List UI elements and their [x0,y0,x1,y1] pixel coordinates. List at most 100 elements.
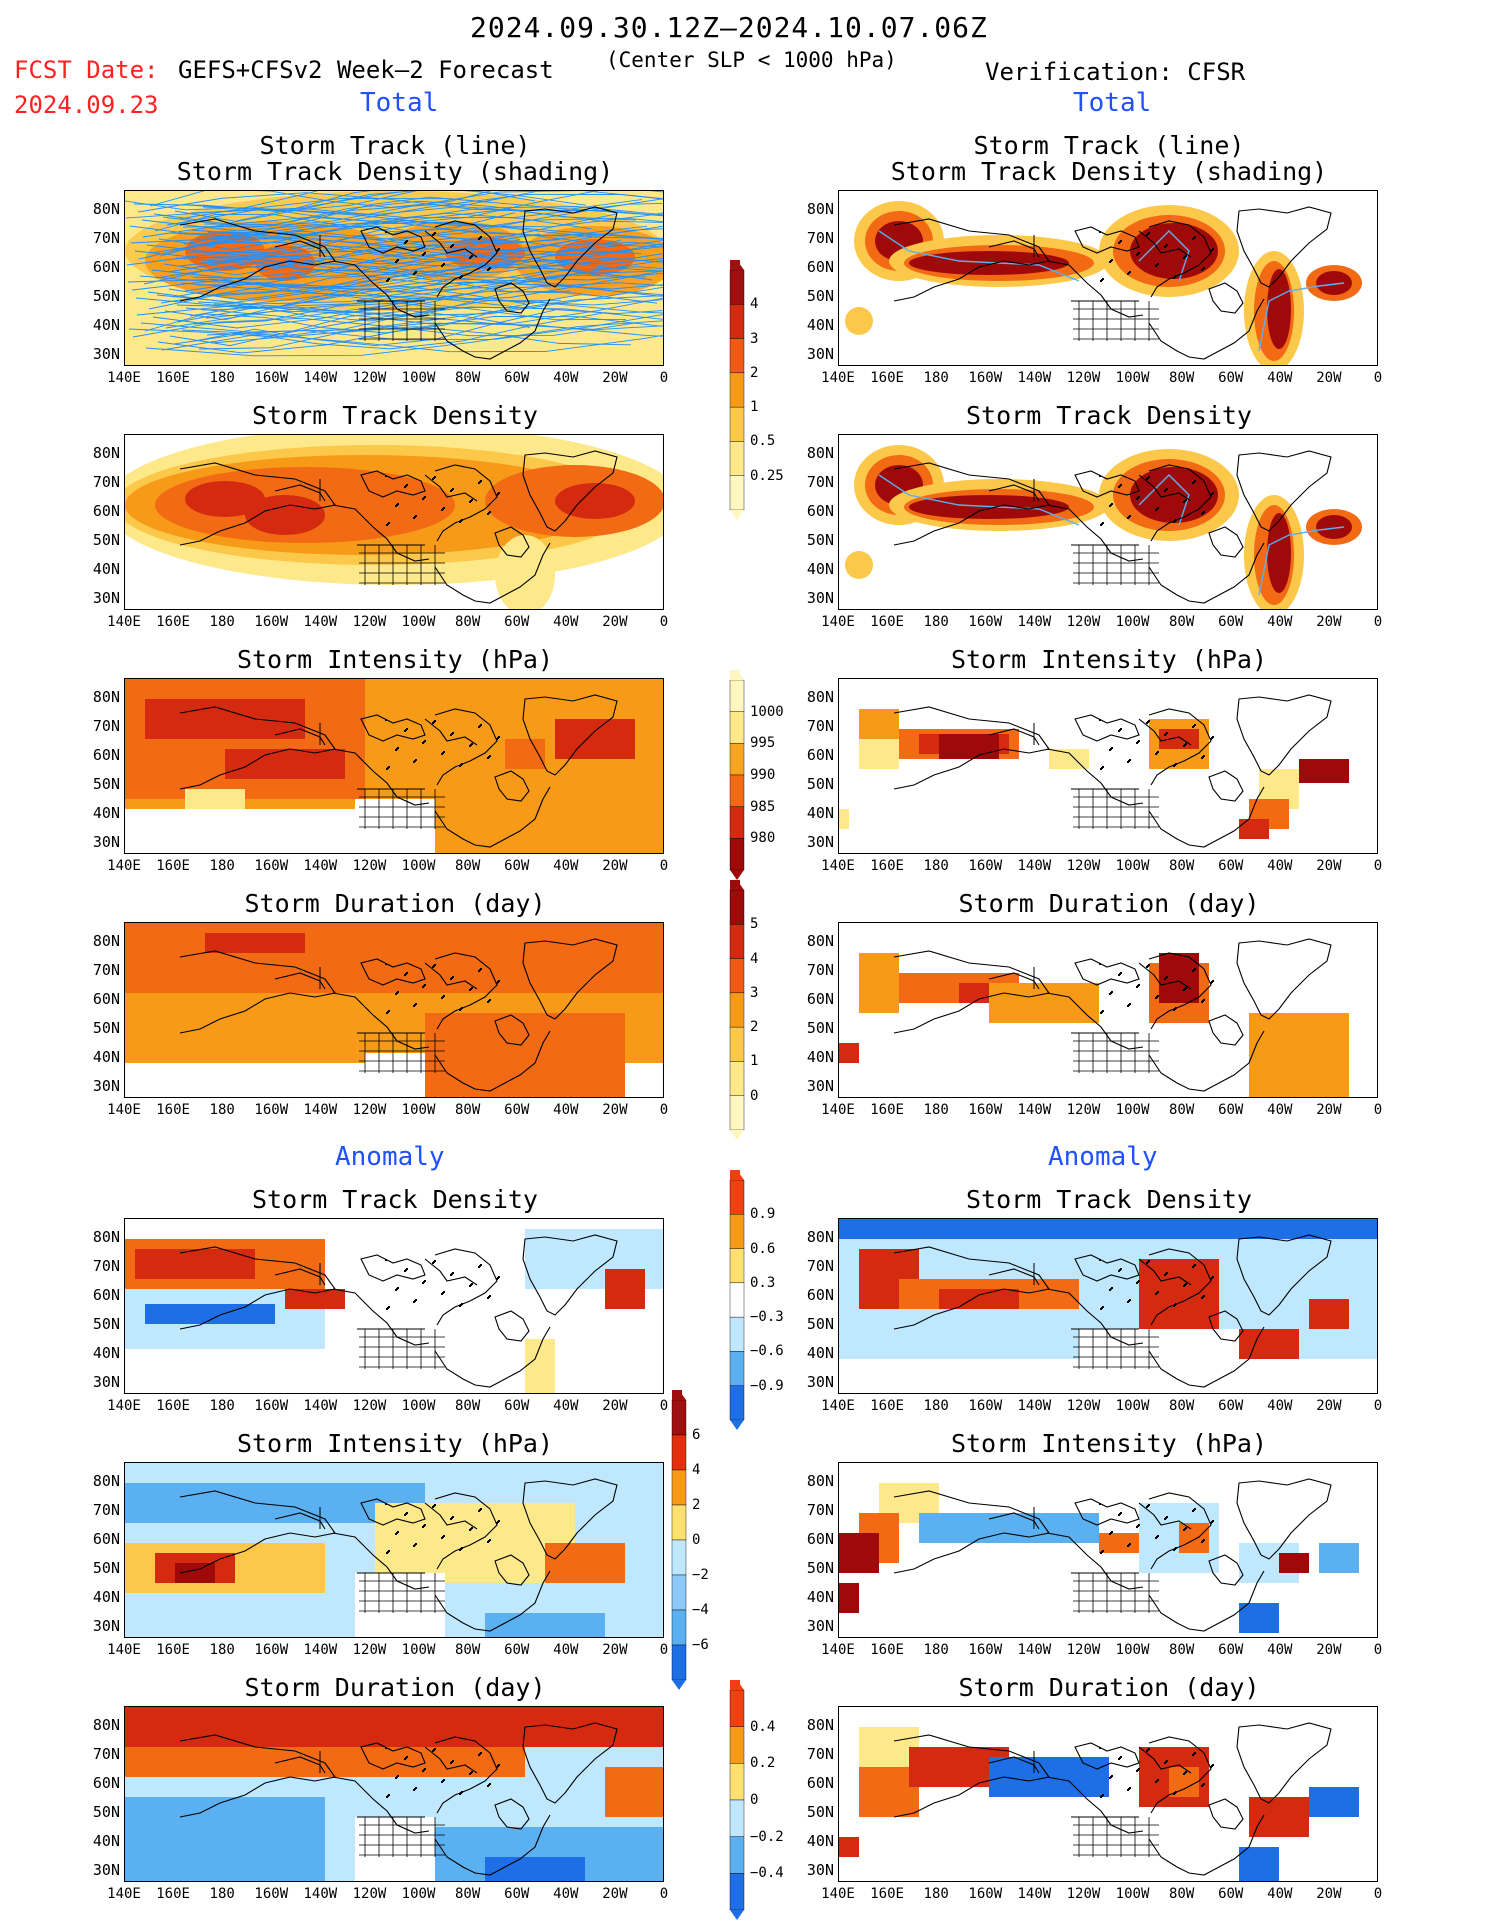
lat-tick-label: 40N [92,316,120,334]
lon-tick-label: 20W [1316,1102,1342,1118]
lon-tick-label: 80W [454,1102,481,1118]
colorbar-label: −0.2 [750,1828,784,1845]
lon-tick-label: 160W [968,1102,1003,1118]
map-panel-track-verification [838,190,1378,366]
lat-tick-label: 80N [806,444,834,462]
lon-tick-label: 60W [1218,1398,1244,1414]
lon-tick-label: 80W [1168,1642,1195,1658]
lat-tick-label: 50N [92,1803,120,1821]
lat-tick-label: 60N [806,502,834,520]
colorbar-label: −6 [692,1637,709,1653]
lon-tick-label: 140W [1017,370,1052,386]
verification-label: Verification: CFSR [985,58,1246,86]
map-panel-duration-anom-verification [838,1706,1378,1882]
lon-tick-label: 120W [1066,614,1101,630]
lon-tick-label: 140E [821,1398,855,1414]
lon-tick-label: 140E [821,614,855,630]
lon-tick-label: 180 [923,370,949,386]
map-panel-intensity-verification [838,678,1378,854]
lon-tick-label: 20W [1316,1398,1342,1414]
lat-tick-label: 30N [92,589,120,607]
colorbar-label: −0.3 [750,1309,784,1326]
lon-tick-label: 160E [156,1102,190,1118]
lon-tick-label: 60W [1218,1642,1244,1658]
lat-tick-label: 70N [92,229,120,247]
lon-tick-label: 140W [1017,858,1052,874]
lat-tick-label: 40N [92,804,120,822]
lat-tick-label: 40N [806,1588,834,1606]
anomaly-label-right: Anomaly [1048,1142,1158,1172]
colorbar-label: 0.3 [750,1274,776,1291]
colorbar-label: −2 [692,1567,709,1583]
lon-tick-label: 120W [352,1642,387,1658]
lat-tick-label: 70N [806,473,834,491]
map-panel-density-anom-forecast [124,1218,664,1394]
map-panel-intensity-anom-verification [838,1462,1378,1638]
fcst-date-label: FCST Date: [14,56,159,84]
lon-tick-label: 160E [156,1398,190,1414]
lat-tick-label: 80N [92,1228,120,1246]
lat-tick-label: 30N [806,1077,834,1095]
colorbar-label: 1 [750,1053,759,1070]
lat-tick-label: 40N [92,560,120,578]
colorbar-label: 995 [750,735,776,752]
lon-tick-label: 120W [1066,1886,1101,1902]
lon-tick-label: 0 [659,1102,669,1118]
lon-tick-label: 180 [923,858,949,874]
lon-tick-label: 20W [602,1642,628,1658]
lon-tick-label: 60W [504,1398,530,1414]
lon-tick-label: 0 [1373,1886,1383,1902]
lon-tick-label: 0 [1373,614,1383,630]
lon-tick-label: 180 [923,1642,949,1658]
lon-tick-label: 140E [821,1886,855,1902]
lon-tick-label: 140E [821,1102,855,1118]
lat-tick-label: 80N [806,1228,834,1246]
lon-tick-label: 180 [209,858,235,874]
lon-tick-label: 40W [1267,1398,1293,1414]
lat-tick-label: 60N [92,1530,120,1548]
lat-tick-label: 40N [92,1048,120,1066]
lon-tick-label: 180 [923,1398,949,1414]
lat-tick-label: 50N [92,775,120,793]
panel-title-track-left-1: Storm Track (line) [259,131,531,160]
lat-tick-label: 30N [806,1373,834,1391]
lat-tick-label: 70N [92,1257,120,1275]
lon-tick-label: 160W [968,858,1003,874]
lon-tick-label: 120W [352,858,387,874]
lon-tick-label: 60W [504,1886,530,1902]
lat-tick-label: 80N [806,932,834,950]
lat-tick-label: 80N [92,444,120,462]
lon-tick-label: 20W [602,370,628,386]
lat-tick-label: 30N [806,833,834,851]
lon-tick-label: 120W [1066,1642,1101,1658]
lon-tick-label: 60W [1218,858,1244,874]
lon-tick-label: 40W [1267,1886,1293,1902]
model-label: GEFS+CFSv2 Week–2 Forecast [178,56,554,84]
lon-tick-label: 100W [401,858,436,874]
colorbar-label: 2 [750,364,759,381]
lon-tick-label: 160E [156,858,190,874]
lat-tick-label: 70N [806,717,834,735]
lon-tick-label: 80W [454,614,481,630]
lon-tick-label: 60W [504,614,530,630]
lon-tick-label: 100W [401,1102,436,1118]
lat-tick-label: 40N [92,1344,120,1362]
lon-tick-label: 20W [602,1886,628,1902]
colorbar-label: 6 [692,1427,701,1443]
lat-tick-label: 50N [806,1315,834,1333]
lon-tick-label: 140E [107,1102,141,1118]
map-panel-density-forecast [124,434,664,610]
lon-tick-label: 0 [659,1886,669,1902]
lon-tick-label: 20W [602,858,628,874]
lon-tick-label: 20W [1316,614,1342,630]
lon-tick-label: 40W [553,370,579,386]
lon-tick-label: 40W [1267,614,1293,630]
panel-title-density-anom-right: Storm Track Density [966,1185,1252,1214]
panel-title-track-right-2: Storm Track Density (shading) [890,157,1328,186]
lat-tick-label: 60N [806,990,834,1008]
lat-tick-label: 50N [806,287,834,305]
colorbar-label: 2 [750,1019,759,1036]
lon-tick-label: 140W [303,370,338,386]
lon-tick-label: 180 [209,1642,235,1658]
lat-tick-label: 70N [806,1501,834,1519]
